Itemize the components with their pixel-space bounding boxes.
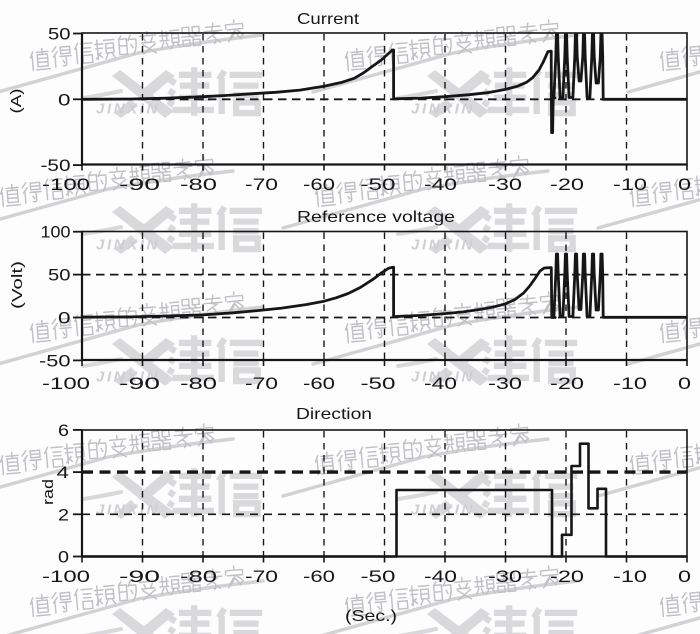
svg-text:-90: -90 [119, 175, 160, 194]
svg-text:-50: -50 [361, 567, 396, 586]
svg-text:-10: -10 [613, 374, 647, 393]
svg-text:-90: -90 [119, 567, 160, 586]
svg-text:-60: -60 [303, 175, 335, 194]
svg-text:0: 0 [678, 175, 691, 194]
svg-text:-20: -20 [550, 175, 584, 194]
svg-text:-70: -70 [245, 374, 278, 393]
svg-text:-70: -70 [245, 175, 278, 194]
svg-text:-50: -50 [39, 351, 71, 370]
svg-text:-40: -40 [424, 567, 457, 586]
svg-text:6: 6 [58, 421, 69, 440]
svg-text:Reference voltage: Reference voltage [297, 209, 455, 226]
svg-text:0: 0 [58, 548, 69, 567]
svg-text:0: 0 [678, 567, 691, 586]
svg-text:-50: -50 [361, 374, 396, 393]
svg-text:-60: -60 [303, 567, 335, 586]
svg-text:-50: -50 [361, 175, 396, 194]
svg-text:-80: -80 [180, 374, 217, 393]
svg-text:-70: -70 [245, 567, 278, 586]
svg-text:(A): (A) [8, 89, 25, 114]
svg-text:-40: -40 [424, 374, 457, 393]
svg-text:rad: rad [40, 479, 57, 505]
svg-text:-10: -10 [613, 567, 647, 586]
svg-text:-30: -30 [488, 567, 522, 586]
svg-text:2: 2 [58, 505, 69, 524]
svg-text:-10: -10 [613, 175, 647, 194]
svg-text:-30: -30 [488, 374, 522, 393]
svg-text:-80: -80 [180, 567, 217, 586]
svg-text:Direction: Direction [296, 406, 372, 423]
svg-text:-60: -60 [303, 374, 335, 393]
svg-text:0: 0 [58, 309, 71, 328]
svg-text:-30: -30 [488, 175, 522, 194]
svg-text:-90: -90 [119, 374, 160, 393]
svg-text:0: 0 [678, 374, 691, 393]
svg-text:50: 50 [48, 266, 71, 285]
svg-text:4: 4 [57, 463, 70, 482]
svg-text:-100: -100 [42, 175, 90, 194]
svg-text:-40: -40 [424, 175, 457, 194]
svg-text:-100: -100 [42, 374, 90, 393]
svg-text:-20: -20 [550, 567, 584, 586]
svg-text:Current: Current [297, 11, 360, 28]
svg-text:(Volt): (Volt) [9, 261, 26, 309]
svg-text:(Sec.): (Sec.) [345, 608, 397, 625]
svg-text:0: 0 [58, 90, 71, 109]
svg-text:-80: -80 [180, 175, 217, 194]
svg-text:100: 100 [41, 223, 71, 242]
svg-text:-50: -50 [41, 156, 71, 175]
svg-text:50: 50 [48, 25, 71, 44]
svg-text:-100: -100 [42, 567, 90, 586]
svg-text:-20: -20 [550, 374, 584, 393]
